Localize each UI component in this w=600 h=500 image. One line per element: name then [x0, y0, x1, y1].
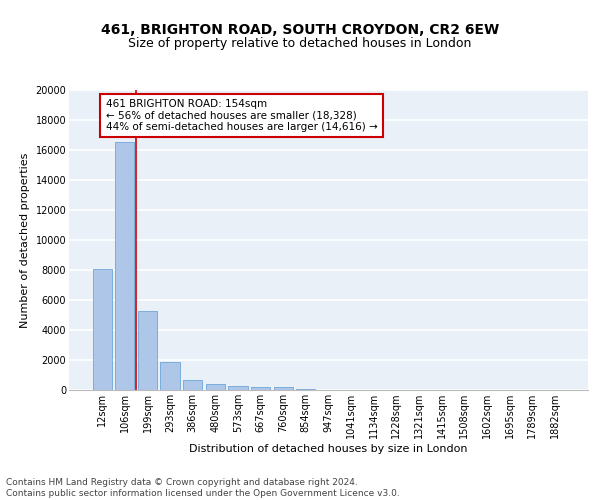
Bar [206, 384, 225, 390]
Bar [160, 362, 180, 390]
Bar [251, 387, 270, 390]
Bar [138, 310, 157, 390]
Text: 461, BRIGHTON ROAD, SOUTH CROYDON, CR2 6EW: 461, BRIGHTON ROAD, SOUTH CROYDON, CR2 6… [101, 22, 499, 36]
Text: 461 BRIGHTON ROAD: 154sqm
← 56% of detached houses are smaller (18,328)
44% of s: 461 BRIGHTON ROAD: 154sqm ← 56% of detac… [106, 99, 377, 132]
X-axis label: Distribution of detached houses by size in London: Distribution of detached houses by size … [189, 444, 468, 454]
Bar [229, 386, 248, 390]
Bar [274, 388, 293, 390]
Bar [92, 268, 112, 390]
Bar [115, 142, 134, 390]
Bar [296, 388, 316, 390]
Text: Size of property relative to detached houses in London: Size of property relative to detached ho… [128, 38, 472, 51]
Y-axis label: Number of detached properties: Number of detached properties [20, 152, 30, 328]
Text: Contains HM Land Registry data © Crown copyright and database right 2024.
Contai: Contains HM Land Registry data © Crown c… [6, 478, 400, 498]
Bar [183, 380, 202, 390]
